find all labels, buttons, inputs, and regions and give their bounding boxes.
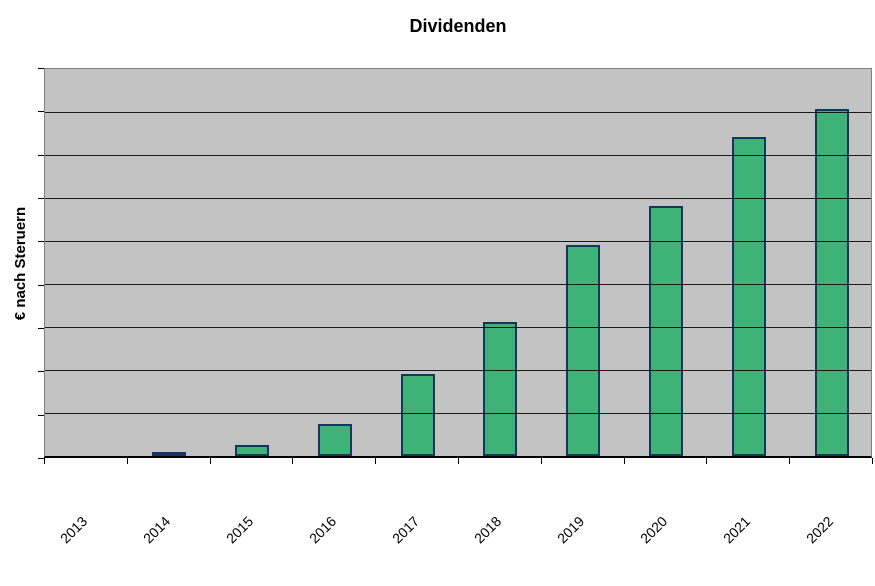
bar-2018 [483, 322, 517, 456]
bar-2022 [815, 109, 849, 456]
plot-area [44, 68, 872, 458]
y-tick [38, 328, 44, 329]
x-tick-label-2021: 2021 [719, 513, 754, 547]
gridline [45, 241, 871, 242]
gridline [45, 197, 871, 199]
x-tick [872, 458, 873, 464]
x-tick [706, 458, 707, 464]
gridline [45, 155, 871, 156]
x-tick-label-2018: 2018 [470, 513, 505, 547]
y-tick [38, 198, 44, 199]
x-tick-label-2017: 2017 [388, 513, 423, 547]
bar-2019 [566, 245, 600, 456]
x-tick-label-2016: 2016 [305, 513, 340, 547]
y-tick [38, 371, 44, 372]
y-tick [38, 111, 44, 112]
x-tick-label-2019: 2019 [553, 513, 588, 547]
y-axis-label: € nach Steruern [12, 206, 30, 320]
x-tick [624, 458, 625, 464]
x-tick [541, 458, 542, 464]
y-tick [38, 458, 44, 459]
x-tick-label-2020: 2020 [636, 513, 671, 547]
x-tick [210, 458, 211, 464]
bar-2014 [152, 452, 186, 456]
x-tick [458, 458, 459, 464]
y-tick [38, 285, 44, 286]
chart-title: Dividenden [409, 16, 507, 36]
x-tick [789, 458, 790, 464]
bar-2021 [732, 137, 766, 456]
gridline [45, 326, 871, 328]
x-tick [375, 458, 376, 464]
x-tick-label-2014: 2014 [139, 513, 174, 547]
bar-2015 [235, 445, 269, 456]
y-axis-label-container: € nach Steruern [6, 68, 36, 458]
x-tick [127, 458, 128, 464]
x-tick [44, 458, 45, 464]
y-tick [38, 155, 44, 156]
bar-2020 [649, 206, 683, 456]
gridline [45, 112, 871, 113]
x-tick-label-2013: 2013 [56, 513, 91, 547]
y-tick [38, 415, 44, 416]
x-tick-label-2022: 2022 [802, 513, 837, 547]
gridline [45, 413, 871, 414]
gridline [45, 370, 871, 371]
y-tick [38, 68, 44, 69]
bar-2017 [401, 374, 435, 456]
x-tick [292, 458, 293, 464]
gridline [45, 284, 871, 285]
bar-2016 [318, 424, 352, 456]
y-tick [38, 241, 44, 242]
x-tick-label-2015: 2015 [222, 513, 257, 547]
